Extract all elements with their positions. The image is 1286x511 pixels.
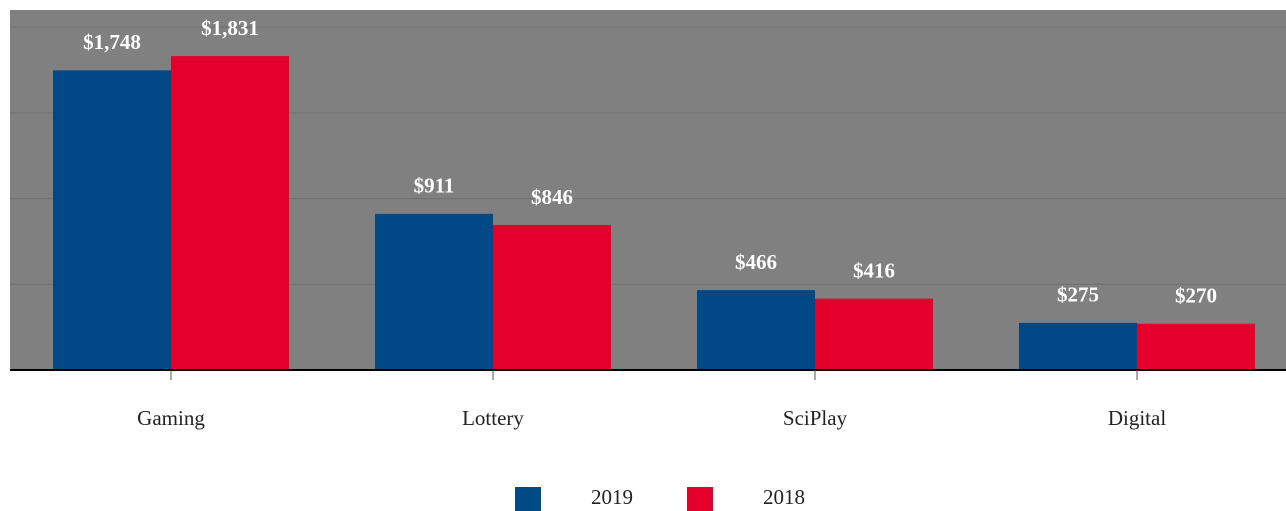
legend-swatch bbox=[687, 487, 713, 511]
legend-label: 2019 bbox=[591, 485, 633, 509]
bar bbox=[815, 298, 933, 370]
value-label: $1,748 bbox=[83, 30, 141, 54]
bar bbox=[1137, 323, 1255, 370]
value-label: $275 bbox=[1057, 283, 1099, 307]
legend-label: 2018 bbox=[763, 485, 805, 509]
bar bbox=[53, 70, 171, 370]
bar bbox=[493, 224, 611, 370]
value-label: $270 bbox=[1175, 284, 1217, 308]
value-label: $1,831 bbox=[201, 16, 259, 40]
x-tick-label: Digital bbox=[1108, 406, 1166, 430]
bar bbox=[171, 56, 289, 370]
bar bbox=[697, 290, 815, 370]
value-label: $846 bbox=[531, 185, 573, 209]
x-tick-label: Lottery bbox=[462, 406, 524, 430]
bar bbox=[1019, 322, 1137, 370]
value-label: $466 bbox=[735, 250, 777, 274]
bar bbox=[375, 213, 493, 370]
x-tick-label: SciPlay bbox=[783, 406, 848, 430]
legend-swatch bbox=[515, 487, 541, 511]
x-tick-label: Gaming bbox=[137, 406, 205, 430]
value-label: $911 bbox=[414, 174, 455, 198]
value-label: $416 bbox=[853, 258, 895, 282]
